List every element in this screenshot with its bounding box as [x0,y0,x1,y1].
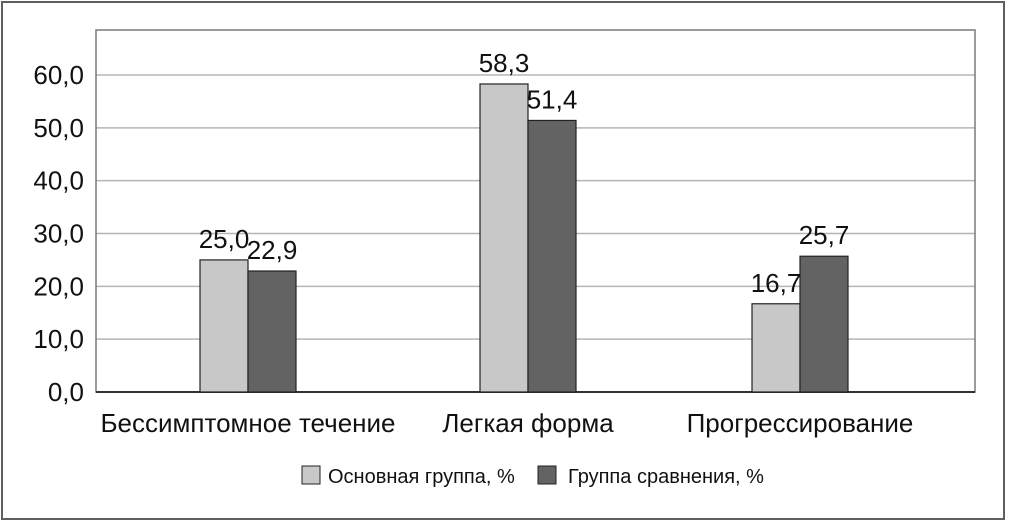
bar-main-group [751,303,801,393]
y-tick-label: 20,0 [33,271,84,301]
legend-label: Группа сравнения, % [568,466,764,488]
category-labels: Бессимптомное течение Легкая форма Прогрес… [100,408,913,438]
bar-main-group [199,259,249,393]
y-tick-label: 40,0 [33,166,84,196]
data-label: 58,3 [479,48,530,78]
data-label: 16,7 [751,268,802,298]
y-tick-label: 30,0 [33,219,84,249]
bars [199,83,849,393]
y-tick-label: 0,0 [48,377,84,407]
legend-label: Основная группа, % [328,466,515,488]
bar-main-group [479,83,529,393]
category-label: Бессимптомное течение [100,408,395,438]
category-label: Прогрессирование [687,408,914,438]
legend: Основная группа, % Группа сравнения, % [301,465,764,488]
data-label: 25,7 [799,220,850,250]
data-label: 51,4 [527,84,578,114]
bar-comparison-group [527,119,577,393]
bar-comparison-group [247,270,297,393]
data-label: 25,0 [199,224,250,254]
y-tick-label: 60,0 [33,60,84,90]
data-label: 22,9 [247,235,298,265]
y-tick-label: 50,0 [33,113,84,143]
y-tick-label: 10,0 [33,324,84,354]
legend-swatch [301,465,321,485]
legend-swatch [537,465,557,485]
bar-comparison-group [799,255,849,393]
y-axis-ticks: 0,0 10,0 20,0 30,0 40,0 50,0 60,0 [33,60,84,407]
data-labels: 25,022,9 58,3 51,4 16,7 25,7 [199,48,850,298]
category-label: Легкая форма [442,408,614,438]
